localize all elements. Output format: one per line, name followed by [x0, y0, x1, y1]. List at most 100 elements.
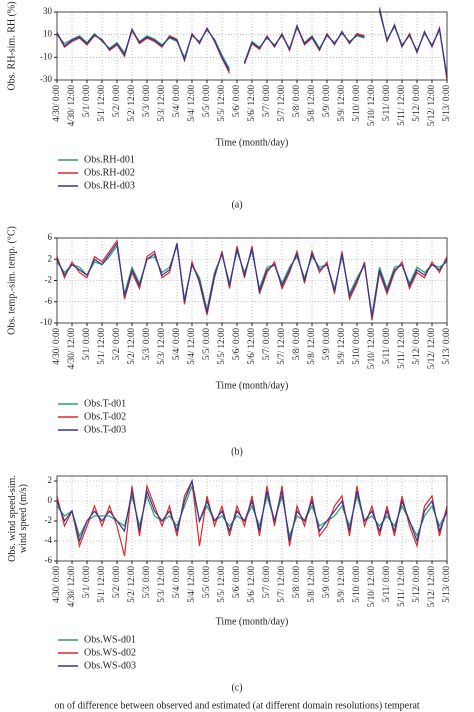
x-tick-label: 5/6/ 12:00	[246, 85, 256, 122]
x-tick-label: 5/6/ 0:00	[231, 328, 241, 361]
x-tick-label: 5/4/ 12:00	[186, 328, 196, 365]
y-tick-label: -4	[45, 535, 53, 545]
x-tick-label: 4/30/ 0:00	[51, 328, 61, 365]
x-tick-label: 5/9/ 0:00	[321, 566, 331, 599]
data-line	[56, 241, 448, 318]
x-tick-label: 5/6/ 0:00	[231, 566, 241, 599]
x-tick-label: 5/12/ 0:00	[411, 85, 421, 122]
x-tick-label: 4/30/ 12:00	[66, 566, 76, 608]
x-tick-label: 5/2/ 12:00	[126, 328, 136, 365]
panel-label: (b)	[231, 446, 243, 457]
x-tick-label: 5/9/ 12:00	[336, 328, 346, 365]
x-axis-label: Time (month/day)	[216, 380, 289, 391]
y-tick-label: -6	[45, 296, 53, 306]
x-tick-label: 5/4/ 12:00	[186, 566, 196, 603]
x-tick-label: 5/8/ 12:00	[306, 85, 316, 122]
y-tick-label: -30	[40, 74, 52, 84]
legend-label: Obs.WS-d02	[84, 647, 136, 658]
legend-label: Obs.RH-d01	[84, 154, 135, 165]
x-tick-label: 5/7/ 12:00	[276, 566, 286, 603]
x-tick-label: 5/11/ 0:00	[381, 566, 391, 603]
x-tick-label: 5/9/ 12:00	[336, 566, 346, 603]
x-tick-label: 5/10/ 12:00	[366, 566, 376, 608]
legend-label: Obs.T-d01	[84, 398, 126, 409]
x-tick-label: 5/7/ 12:00	[276, 85, 286, 122]
caption: on of difference between observed and es…	[54, 700, 420, 711]
x-tick-label: 5/4/ 0:00	[171, 328, 181, 361]
x-tick-label: 5/5/ 12:00	[216, 566, 226, 603]
legend-label: Obs.T-d02	[84, 411, 126, 422]
legend-label: Obs.RH-d03	[84, 180, 135, 191]
x-tick-label: 5/3/ 0:00	[141, 85, 151, 118]
y-tick-label: -2	[45, 275, 53, 285]
x-tick-label: 5/11/ 12:00	[396, 566, 406, 607]
legend-label: Obs.RH-d02	[84, 167, 135, 178]
x-tick-label: 5/1/ 12:00	[96, 85, 106, 122]
x-tick-label: 5/10/ 12:00	[366, 85, 376, 127]
x-tick-label: 5/8/ 12:00	[306, 328, 316, 365]
x-tick-label: 5/9/ 0:00	[321, 328, 331, 361]
x-tick-label: 4/30/ 12:00	[66, 85, 76, 127]
data-line	[56, 478, 448, 544]
x-tick-label: 5/5/ 12:00	[216, 328, 226, 365]
x-tick-label: 5/6/ 12:00	[246, 566, 256, 603]
x-tick-label: 5/2/ 0:00	[111, 85, 121, 118]
x-tick-label: 5/1/ 12:00	[96, 328, 106, 365]
x-tick-label: 5/8/ 0:00	[291, 566, 301, 599]
x-tick-label: 5/3/ 0:00	[141, 566, 151, 599]
x-tick-label: 5/1/ 12:00	[96, 566, 106, 603]
y-tick-label: -10	[40, 51, 52, 61]
x-tick-label: 4/30/ 0:00	[51, 566, 61, 603]
x-tick-label: 5/2/ 12:00	[126, 566, 136, 603]
x-tick-label: 5/12/ 12:00	[426, 566, 436, 608]
x-tick-label: 5/5/ 12:00	[216, 85, 226, 122]
x-tick-label: 5/2/ 12:00	[126, 85, 136, 122]
x-tick-label: 5/8/ 0:00	[291, 85, 301, 118]
plot-frame	[56, 475, 448, 562]
y-tick-label: -2	[45, 515, 53, 525]
x-tick-label: 5/10/ 12:00	[366, 328, 376, 370]
x-tick-label: 5/5/ 0:00	[201, 328, 211, 361]
x-tick-label: 5/4/ 0:00	[171, 85, 181, 118]
x-tick-label: 5/9/ 12:00	[336, 85, 346, 122]
y-axis-label: Obs. RH-sim. RH (%)	[6, 1, 17, 90]
y-tick-label: -10	[40, 317, 52, 327]
x-tick-label: 5/12/ 0:00	[411, 566, 421, 603]
x-tick-label: 5/12/ 12:00	[426, 328, 436, 370]
y-tick-label: 0	[48, 495, 53, 505]
x-tick-label: 5/5/ 0:00	[201, 85, 211, 118]
y-axis-label: Obs. wind speed-sim.	[7, 475, 18, 562]
x-tick-label: 5/10/ 0:00	[351, 566, 361, 603]
x-tick-label: 5/7/ 0:00	[261, 328, 271, 361]
x-tick-label: 5/9/ 0:00	[321, 85, 331, 118]
x-tick-label: 5/1/ 0:00	[81, 566, 91, 599]
legend-label: Obs.T-d03	[84, 424, 126, 435]
x-tick-label: 5/13/ 0:00	[441, 85, 451, 122]
x-tick-label: 5/5/ 0:00	[201, 566, 211, 599]
y-tick-label: 30	[43, 6, 53, 16]
x-tick-label: 5/12/ 12:00	[426, 85, 436, 127]
panel-label: (c)	[231, 682, 242, 693]
x-tick-label: 5/8/ 12:00	[306, 566, 316, 603]
x-tick-label: 5/13/ 0:00	[441, 566, 451, 603]
x-tick-label: 5/1/ 0:00	[81, 85, 91, 118]
data-line	[56, 9, 448, 78]
y-axis-label: wind speed (m/s)	[18, 484, 29, 553]
x-tick-label: 5/11/ 12:00	[396, 328, 406, 369]
x-tick-label: 5/7/ 0:00	[261, 566, 271, 599]
y-tick-label: 10	[43, 29, 53, 39]
x-tick-label: 4/30/ 0:00	[51, 85, 61, 122]
legend-label: Obs.WS-d01	[84, 634, 136, 645]
plot-frame	[56, 11, 448, 81]
x-axis-label: Time (month/day)	[216, 137, 289, 148]
x-tick-label: 5/7/ 12:00	[276, 328, 286, 365]
x-tick-label: 5/13/ 0:00	[441, 328, 451, 365]
legend-label: Obs.WS-d03	[84, 660, 136, 671]
x-tick-label: 5/6/ 12:00	[246, 328, 256, 365]
x-tick-label: 5/8/ 0:00	[291, 328, 301, 361]
x-tick-label: 5/11/ 0:00	[381, 328, 391, 365]
x-tick-label: 5/12/ 0:00	[411, 328, 421, 365]
x-tick-label: 5/4/ 0:00	[171, 566, 181, 599]
y-axis-label: Obs. temp.-sim. temp. (°C)	[6, 226, 17, 335]
